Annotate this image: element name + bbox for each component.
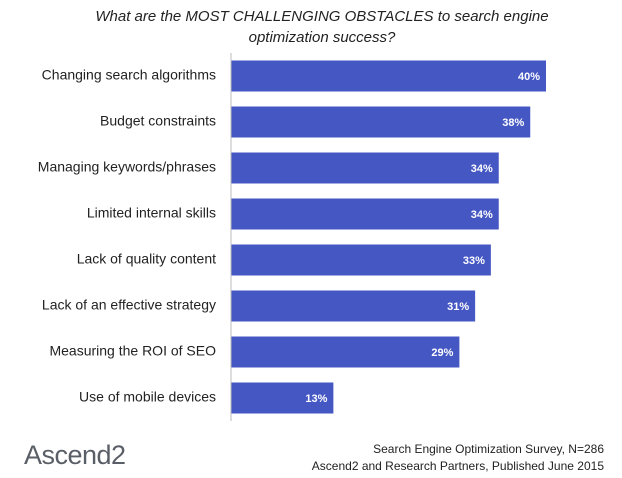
chart: Changing search algorithms 40% Budget cons…: [38, 53, 546, 421]
category-label: Lack of quality content: [77, 251, 216, 267]
value-label: 38%: [502, 117, 524, 129]
category-label: Use of mobile devices: [79, 389, 216, 405]
logo: Ascend2: [24, 440, 126, 470]
value-label: 13%: [305, 393, 327, 405]
bar: [231, 60, 546, 92]
value-label: 31%: [447, 301, 469, 313]
value-label: 33%: [463, 255, 485, 267]
bar: [231, 290, 476, 322]
category-label: Lack of an effective strategy: [42, 297, 216, 313]
source-note: Ascend2 and Research Partners, Published…: [311, 459, 604, 473]
value-label: 40%: [518, 71, 540, 83]
category-label: Budget constraints: [100, 113, 216, 129]
value-label: 34%: [471, 209, 493, 221]
category-label: Changing search algorithms: [42, 67, 216, 83]
source-note: Search Engine Optimization Survey, N=286: [373, 442, 604, 456]
category-label: Measuring the ROI of SEO: [49, 343, 216, 359]
value-label: 34%: [471, 163, 493, 175]
bar: [231, 152, 499, 184]
category-label: Managing keywords/phrases: [38, 159, 216, 175]
chart-title: What are the MOST CHALLENGING OBSTACLES …: [95, 8, 549, 46]
bar: [231, 244, 491, 276]
bar: [231, 382, 334, 414]
bar: [231, 106, 531, 138]
value-label: 29%: [431, 347, 453, 359]
bar: [231, 336, 460, 368]
category-label: Limited internal skills: [87, 205, 216, 221]
bar: [231, 198, 499, 230]
